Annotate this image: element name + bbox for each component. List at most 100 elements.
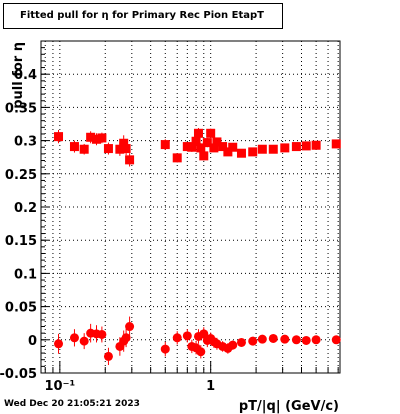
circle-marker <box>268 333 278 343</box>
data-point <box>228 142 238 152</box>
square-marker <box>223 147 233 157</box>
square-marker <box>86 132 96 142</box>
data-point <box>191 136 201 146</box>
circle-marker <box>228 340 238 350</box>
y-tick-label: 0.35 <box>5 101 37 116</box>
data-point <box>69 140 79 153</box>
y-axis-label: pull for η <box>11 42 26 109</box>
square-marker <box>121 144 131 154</box>
data-point <box>331 335 341 345</box>
circle-marker <box>103 351 113 361</box>
square-marker <box>187 142 197 152</box>
circle-marker <box>125 322 135 332</box>
square-marker <box>172 153 182 163</box>
square-marker <box>301 141 311 151</box>
data-point <box>248 336 258 346</box>
circle-marker <box>79 336 89 346</box>
x-tick-label: 10⁻¹ <box>45 379 76 394</box>
circle-marker <box>121 333 131 343</box>
data-point <box>86 131 96 144</box>
data-point <box>54 129 64 144</box>
y-tick-label: -0.05 <box>0 367 37 382</box>
circle-marker <box>311 335 321 345</box>
data-point <box>172 331 182 345</box>
circle-marker <box>54 339 64 349</box>
data-point <box>196 345 206 359</box>
data-point <box>79 143 89 155</box>
data-point <box>125 153 135 167</box>
square-marker <box>268 144 278 154</box>
data-point <box>212 137 222 147</box>
circle-marker <box>182 331 192 341</box>
circle-marker <box>236 337 246 347</box>
data-point <box>97 132 107 144</box>
data-point <box>69 329 79 347</box>
data-point <box>257 144 267 154</box>
square-marker <box>311 140 321 150</box>
y-tick-label: 0.15 <box>5 234 37 249</box>
y-tick-label: 0.4 <box>14 68 37 83</box>
square-marker <box>125 155 135 165</box>
square-marker <box>291 142 301 152</box>
data-point <box>257 334 267 344</box>
square-marker <box>199 151 209 161</box>
y-tick-label: 0.1 <box>14 267 37 282</box>
data-point <box>103 142 113 155</box>
data-point <box>280 334 290 344</box>
y-tick-label: 0.25 <box>5 168 37 183</box>
data-point <box>196 143 206 153</box>
square-marker <box>193 128 203 138</box>
circle-marker <box>172 333 182 343</box>
x-axis-label: pT/|q| (GeV/c) <box>239 399 339 414</box>
data-point <box>199 151 209 161</box>
square-marker <box>191 136 201 146</box>
data-point <box>54 333 64 354</box>
data-point <box>236 337 246 347</box>
data-point <box>121 328 131 348</box>
circle-marker <box>160 344 170 354</box>
square-marker <box>119 138 129 148</box>
chart-title: Fitted pull for η for Primary Rec Pion E… <box>3 3 283 29</box>
y-tick-label: 0.05 <box>5 301 37 316</box>
data-point <box>193 127 203 139</box>
data-point <box>160 341 170 357</box>
square-marker <box>212 137 222 147</box>
data-point <box>268 144 278 154</box>
circle-marker <box>196 347 206 357</box>
square-marker <box>182 142 192 152</box>
circle-marker <box>301 335 311 345</box>
data-point <box>182 141 192 152</box>
data-point <box>331 139 341 149</box>
square-marker <box>248 147 258 157</box>
y-tick-label: 0 <box>28 334 37 349</box>
series-2 <box>54 316 341 366</box>
square-marker <box>69 142 79 152</box>
data-point <box>125 316 135 337</box>
square-marker <box>236 148 246 158</box>
square-marker <box>115 144 125 154</box>
data-point <box>160 139 170 150</box>
data-point <box>268 333 278 343</box>
x-tick-label: 1 <box>206 379 215 394</box>
series-1 <box>54 127 341 167</box>
square-marker <box>202 138 212 148</box>
grid-lines <box>41 41 340 374</box>
data-point <box>172 153 182 163</box>
circle-marker <box>248 336 258 346</box>
axis-ticks <box>41 40 339 374</box>
y-tick-label: 0.2 <box>14 201 37 216</box>
data-point <box>182 329 192 343</box>
data-point <box>79 333 89 350</box>
data-point <box>291 142 301 152</box>
data-point <box>202 137 212 148</box>
data-point <box>97 326 107 343</box>
data-point <box>121 141 131 156</box>
data-point <box>228 340 238 350</box>
circle-marker <box>331 335 341 345</box>
data-point <box>248 147 258 157</box>
data-point <box>223 147 233 157</box>
data-point <box>291 335 301 345</box>
square-marker <box>103 144 113 154</box>
circle-marker <box>199 329 209 339</box>
